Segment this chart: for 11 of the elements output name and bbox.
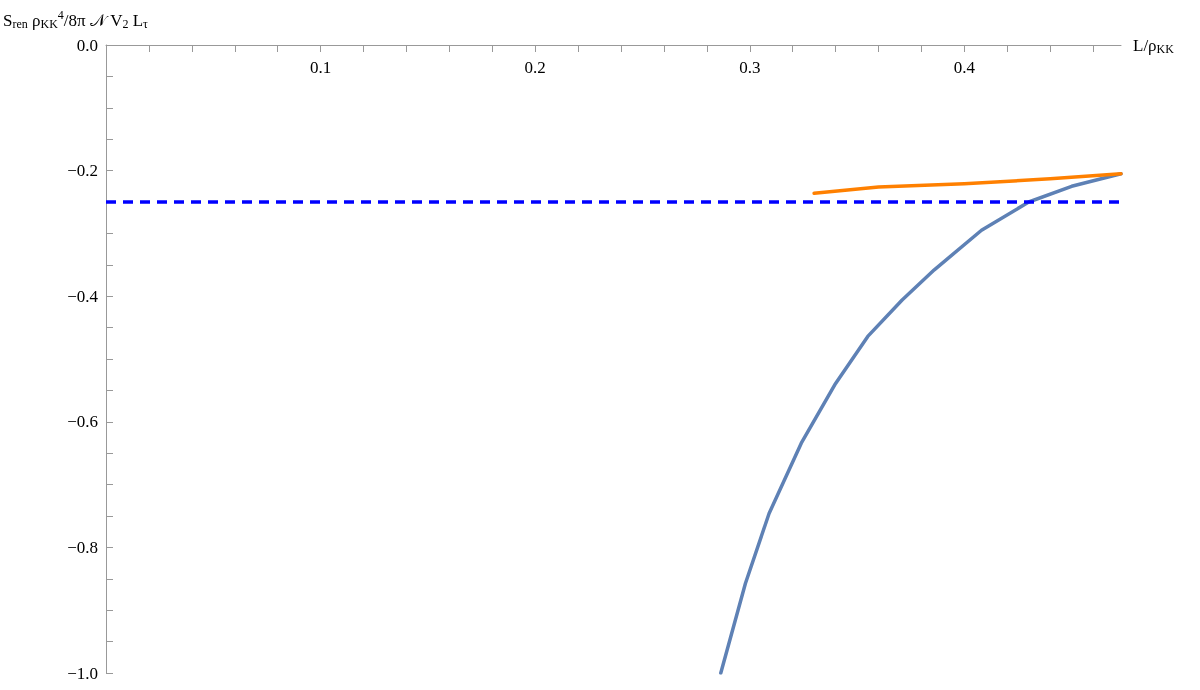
y-tick-label: −0.8 bbox=[67, 537, 98, 557]
x-tick-label: 0.2 bbox=[524, 58, 546, 77]
x-tick-label: 0.1 bbox=[309, 58, 332, 77]
y-tick-label: −0.4 bbox=[67, 286, 99, 306]
y-tick-label: 0.0 bbox=[76, 35, 98, 55]
y-tick-label: −1.0 bbox=[67, 663, 98, 683]
line-series bbox=[812, 171, 1123, 195]
y-tick-label: −0.2 bbox=[67, 161, 98, 181]
x-tick-label: 0.3 bbox=[739, 58, 761, 77]
x-tick-label: 0.4 bbox=[953, 58, 976, 77]
y-tick-label: −0.6 bbox=[67, 412, 98, 432]
